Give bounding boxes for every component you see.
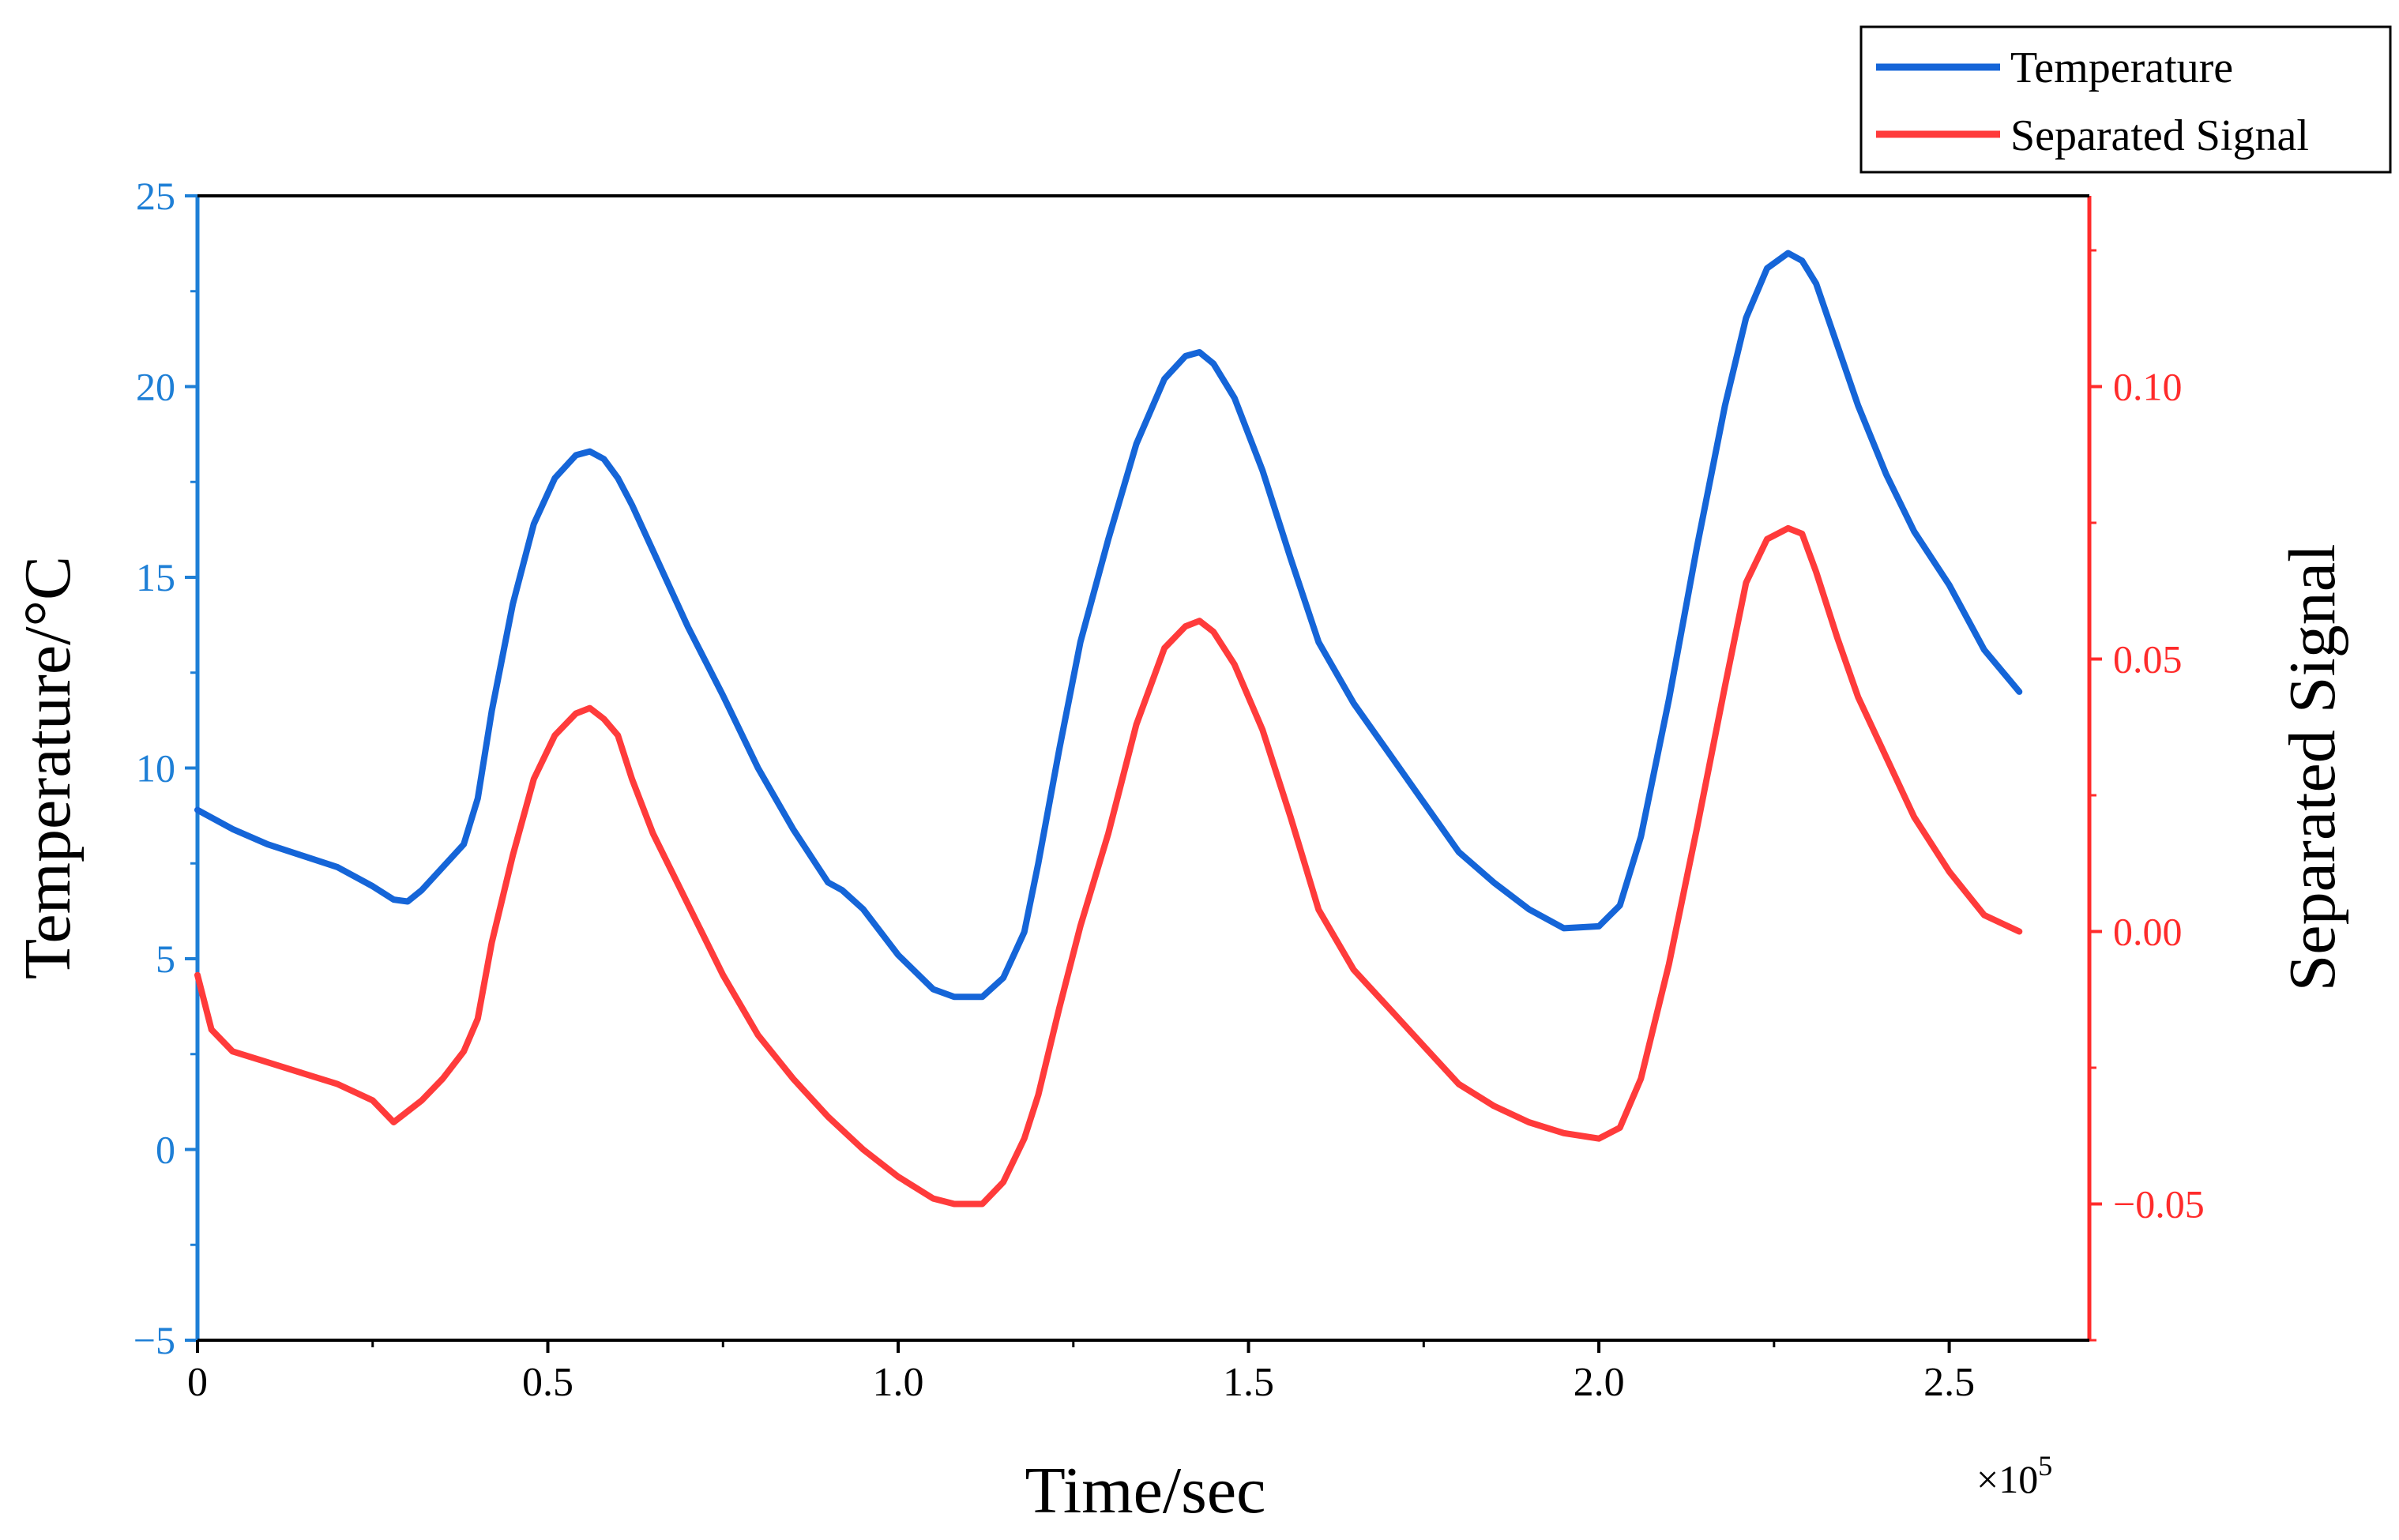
legend: Temperature Separated Signal xyxy=(1859,25,2392,174)
left-y-ticks: −5 0 5 10 15 20 25 xyxy=(133,174,197,1362)
x-axis-multiplier-exponent: 5 xyxy=(2038,1450,2052,1482)
left-y-tick-label: 10 xyxy=(136,746,175,791)
left-y-tick-label: 15 xyxy=(136,555,175,599)
x-axis-multiplier: ×105 xyxy=(1976,1450,2052,1501)
x-tick-label: 1.5 xyxy=(1223,1360,1274,1405)
x-tick-label: 1.0 xyxy=(873,1360,924,1405)
legend-label-separated-signal: Separated Signal xyxy=(2010,111,2309,160)
legend-label-temperature: Temperature xyxy=(2010,43,2233,92)
x-tick-label: 0 xyxy=(187,1360,208,1405)
left-y-tick-label: −5 xyxy=(133,1318,175,1362)
right-y-tick-label: 0.05 xyxy=(2113,637,2183,682)
temperature-series-line xyxy=(194,250,2023,1001)
x-ticks: 0 0.5 1.0 1.5 2.0 2.5 xyxy=(187,1340,1975,1405)
left-y-tick-label: 20 xyxy=(136,365,175,409)
series-layer xyxy=(194,250,2023,1208)
left-y-tick-label: 5 xyxy=(156,937,175,981)
left-y-axis-title: Temperature/°C xyxy=(11,556,85,979)
x-tick-label: 2.5 xyxy=(1923,1360,1975,1405)
right-y-tick-label: −0.05 xyxy=(2113,1182,2205,1226)
x-tick-label: 0.5 xyxy=(522,1360,573,1405)
x-tick-label: 2.0 xyxy=(1574,1360,1625,1405)
right-y-tick-label: 0.00 xyxy=(2113,910,2183,954)
legend-box xyxy=(1859,25,2392,174)
left-y-tick-label: 25 xyxy=(136,174,175,218)
right-y-tick-label: 0.10 xyxy=(2113,365,2183,409)
left-y-tick-label: 0 xyxy=(156,1128,175,1172)
right-y-axis-title: Separated Signal xyxy=(2276,544,2349,992)
right-y-ticks: −0.05 0.00 0.05 0.10 xyxy=(2089,249,2205,1342)
x-axis-title: Time/sec xyxy=(1025,1454,1266,1527)
x-axis-multiplier-base: ×10 xyxy=(1976,1457,2038,1501)
separated-signal-series-line xyxy=(194,524,2023,1208)
